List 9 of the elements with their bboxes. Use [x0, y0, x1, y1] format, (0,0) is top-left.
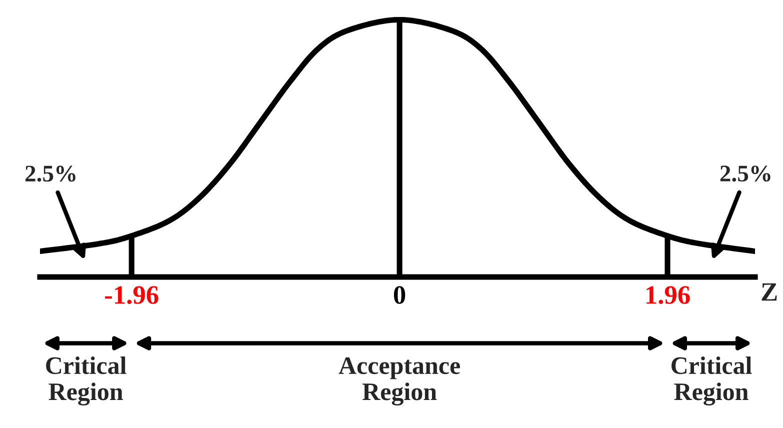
x-tick-label: 0 — [394, 286, 406, 304]
text: Acceptance Region — [338, 357, 460, 406]
text: Critical Region — [672, 356, 752, 406]
annotation: 2.5% — [26, 166, 76, 182]
text: Critical Region — [46, 356, 126, 406]
x-tick-label: -1.96 — [105, 286, 158, 304]
annotation: 2.5% — [720, 166, 770, 182]
x-tick-label: 1.96 — [646, 286, 690, 304]
x-axis-title: Z — [762, 283, 777, 301]
